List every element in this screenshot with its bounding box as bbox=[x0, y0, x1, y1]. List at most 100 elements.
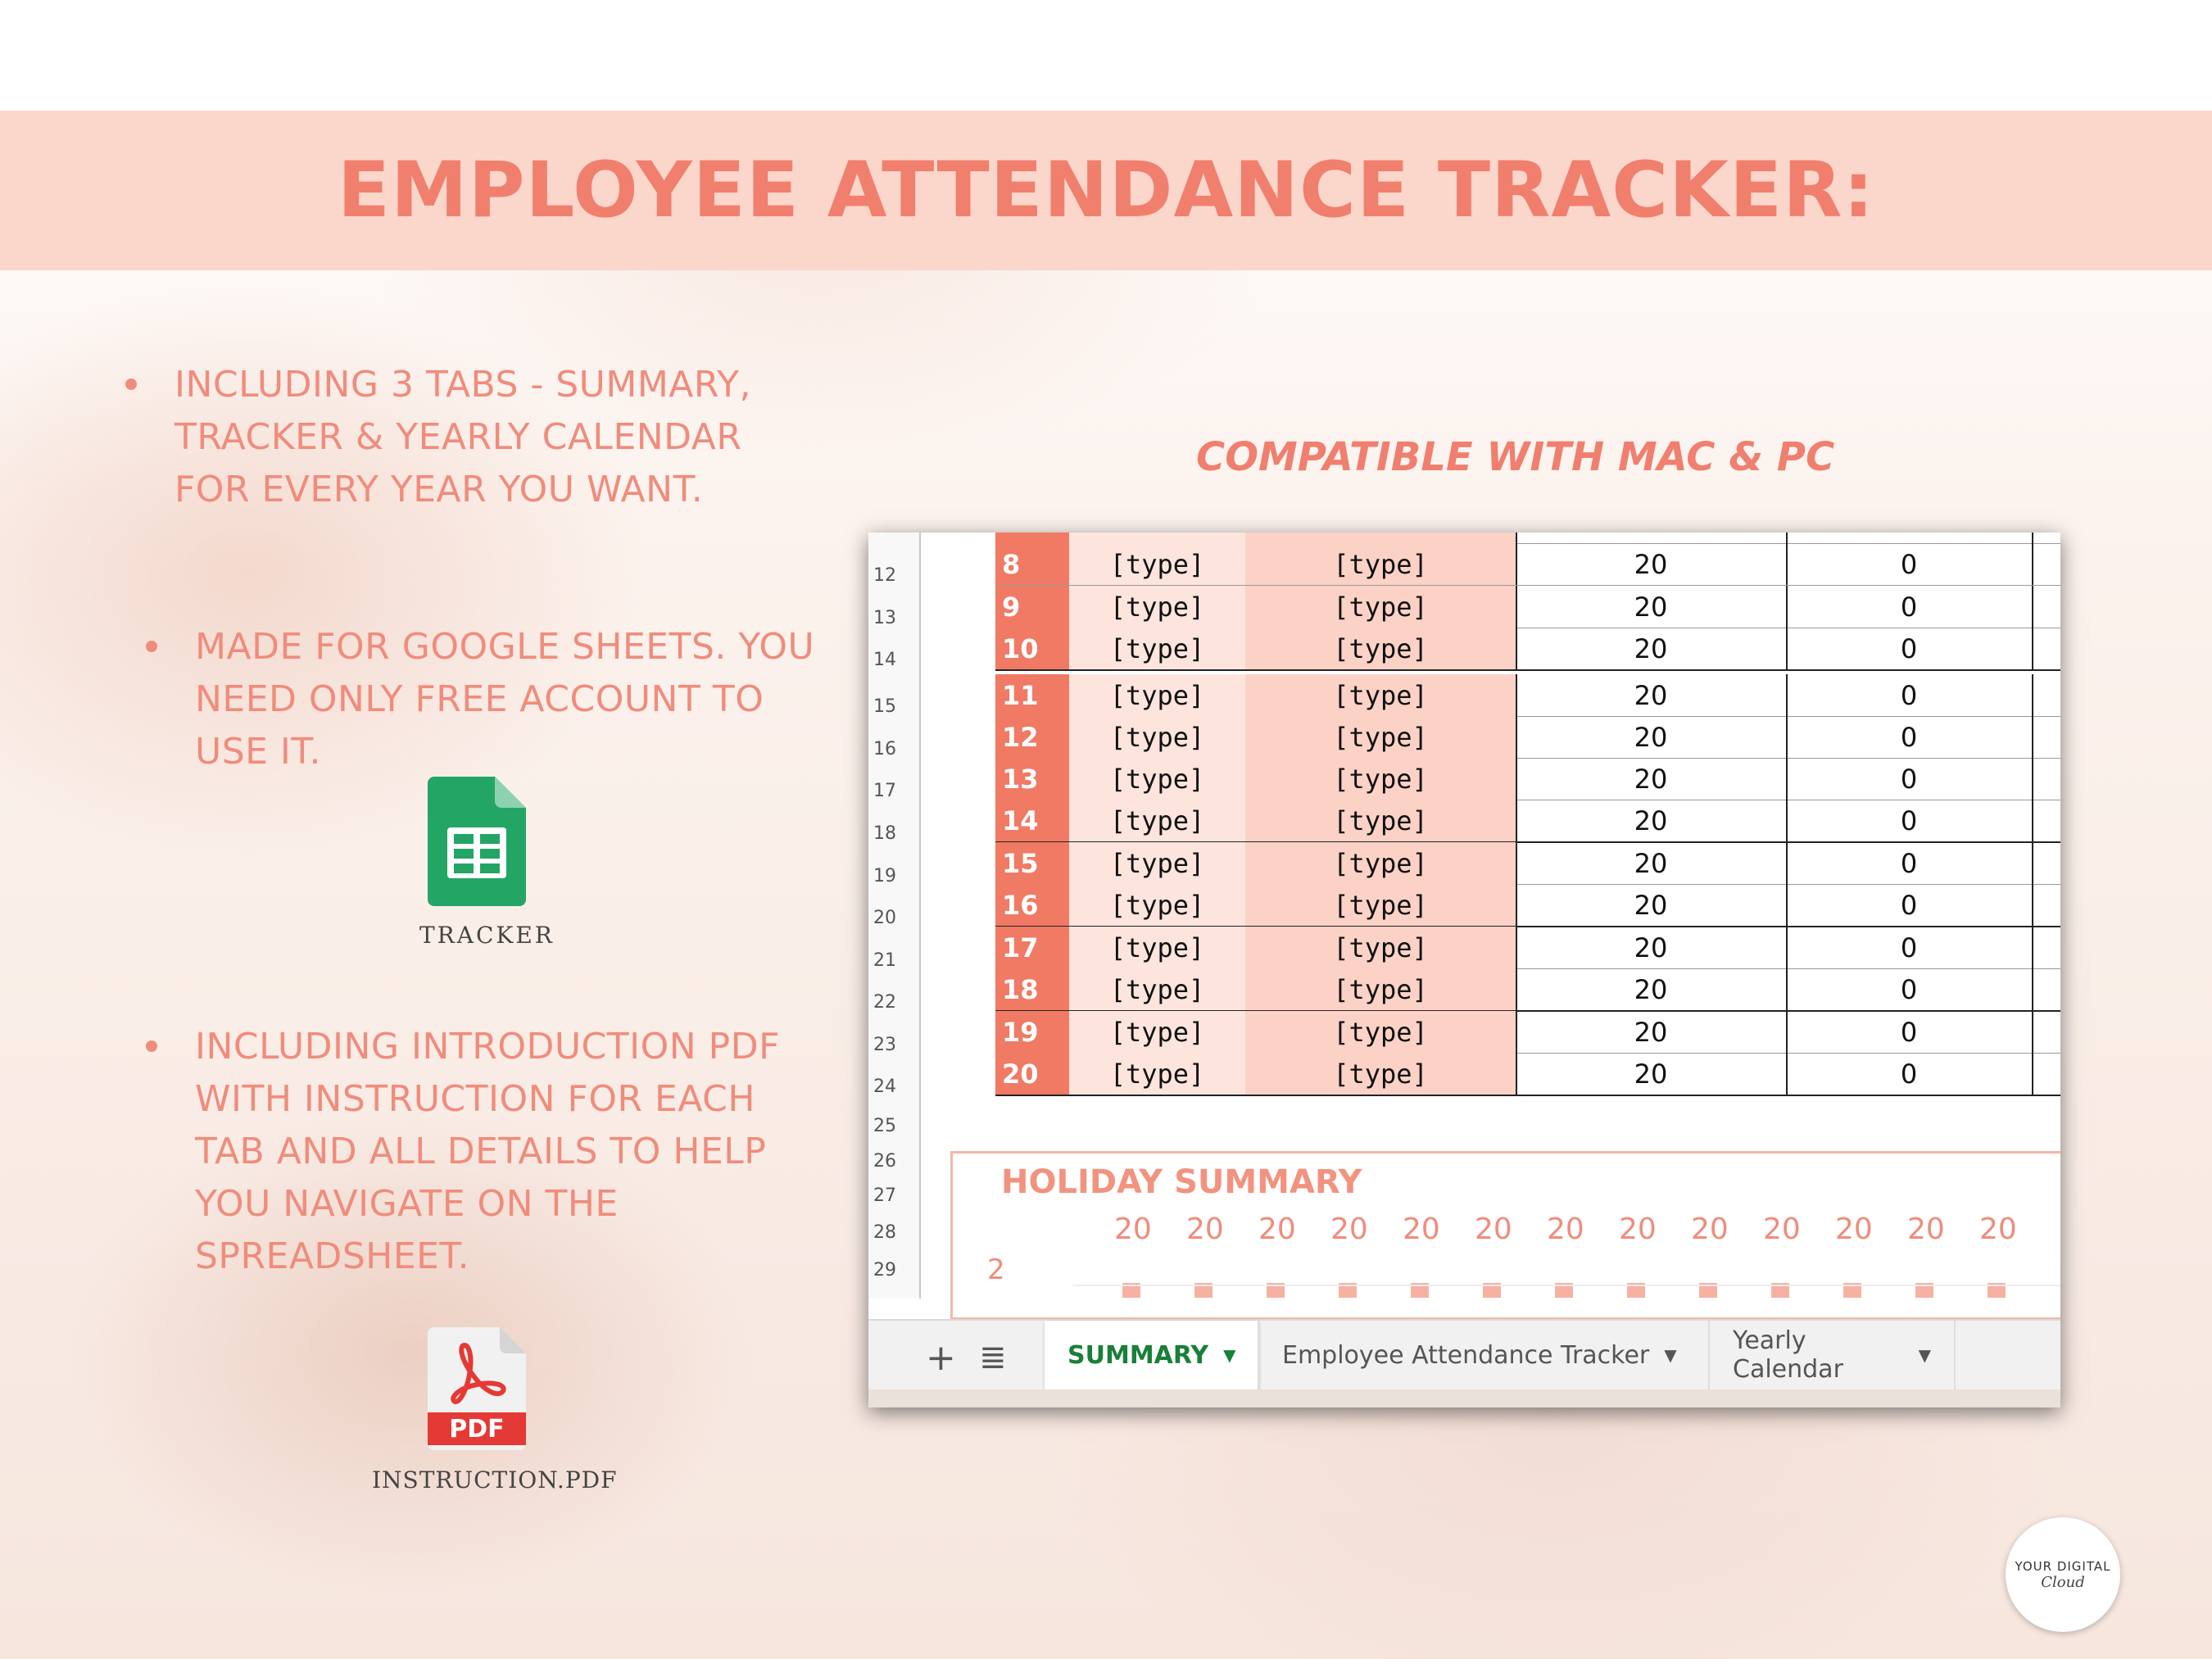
table-cell[interactable]: [type] bbox=[1245, 543, 1517, 585]
tracker-caption: TRACKER bbox=[419, 922, 555, 949]
table-cell[interactable]: 11 bbox=[995, 674, 1069, 716]
table-cell[interactable]: [type] bbox=[1069, 800, 1247, 841]
table-cell[interactable]: 20 bbox=[1516, 884, 1788, 926]
table-cell[interactable]: 0 bbox=[1786, 758, 2033, 800]
table-cell[interactable]: 20 bbox=[1516, 758, 1788, 800]
row-number[interactable]: 12 bbox=[873, 565, 896, 586]
instruction-caption: INSTRUCTION.PDF bbox=[372, 1466, 618, 1494]
row-number[interactable]: 28 bbox=[873, 1222, 896, 1243]
table-cell[interactable]: 20 bbox=[1516, 842, 1788, 884]
table-cell[interactable]: [type] bbox=[1069, 628, 1247, 669]
caret-down-icon[interactable]: ▼ bbox=[1918, 1345, 1931, 1365]
table-cell[interactable]: 20 bbox=[1516, 968, 1788, 1010]
table-cell[interactable]: 0 bbox=[1786, 586, 2033, 628]
table-cell[interactable]: [type] bbox=[1069, 968, 1247, 1010]
table-cell[interactable]: 0 bbox=[1786, 800, 2033, 841]
row-number[interactable]: 22 bbox=[873, 992, 896, 1013]
table-cell[interactable]: 20 bbox=[1516, 1011, 1788, 1053]
all-sheets-menu-button[interactable]: ≣ bbox=[979, 1339, 1007, 1376]
table-cell[interactable]: [type] bbox=[1245, 884, 1517, 926]
row-number[interactable]: 23 bbox=[873, 1035, 896, 1055]
table-cell[interactable]: 0 bbox=[1786, 1053, 2033, 1095]
table-cell[interactable]: [type] bbox=[1069, 927, 1247, 968]
row-number[interactable]: 21 bbox=[873, 950, 896, 971]
holiday-bar bbox=[1915, 1283, 1933, 1298]
table-cell[interactable]: 0 bbox=[1786, 884, 2033, 926]
table-cell[interactable]: [type] bbox=[1245, 674, 1517, 716]
holiday-bar bbox=[1267, 1283, 1285, 1298]
table-cell[interactable]: 15 bbox=[995, 842, 1069, 884]
row-number[interactable]: 14 bbox=[873, 650, 896, 670]
table-cell[interactable]: 20 bbox=[1516, 800, 1788, 841]
table-cell[interactable]: 0 bbox=[1786, 842, 2033, 884]
table-row: 14 [type] [type] 20 0 bbox=[995, 800, 2060, 843]
table-cell[interactable]: 18 bbox=[995, 968, 1069, 1010]
row-number[interactable]: 15 bbox=[873, 696, 896, 717]
row-number[interactable]: 25 bbox=[873, 1116, 896, 1136]
table-cell[interactable]: 13 bbox=[995, 758, 1069, 800]
pdf-label: PDF bbox=[449, 1415, 504, 1444]
row-number[interactable]: 26 bbox=[873, 1151, 896, 1172]
table-cell[interactable]: [type] bbox=[1069, 674, 1247, 716]
table-cell[interactable]: 0 bbox=[1786, 1011, 2033, 1053]
table-cell[interactable]: 9 bbox=[995, 586, 1069, 628]
google-sheets-icon bbox=[428, 777, 526, 906]
table-cell[interactable]: 20 bbox=[1516, 927, 1788, 968]
table-cell[interactable]: [type] bbox=[1245, 628, 1517, 669]
row-number[interactable]: 20 bbox=[873, 908, 896, 928]
table-cell[interactable]: [type] bbox=[1245, 1011, 1517, 1053]
table-cell[interactable]: 19 bbox=[995, 1011, 1069, 1053]
table-cell[interactable]: 17 bbox=[995, 927, 1069, 968]
table-cell[interactable]: [type] bbox=[1069, 543, 1247, 585]
tab-yearly-calendar[interactable]: Yearly Calendar ▼ bbox=[1710, 1321, 1956, 1389]
table-cell[interactable]: 20 bbox=[1516, 1053, 1788, 1095]
table-cell[interactable]: 20 bbox=[995, 1053, 1069, 1095]
table-cell[interactable]: 8 bbox=[995, 543, 1069, 585]
table-cell[interactable]: [type] bbox=[1245, 968, 1517, 1010]
table-cell[interactable]: [type] bbox=[1069, 1011, 1247, 1053]
row-number[interactable]: 24 bbox=[873, 1077, 896, 1097]
table-cell[interactable]: [type] bbox=[1069, 716, 1247, 758]
table-cell[interactable]: [type] bbox=[1245, 716, 1517, 758]
table-cell[interactable]: [type] bbox=[1245, 758, 1517, 800]
row-number[interactable]: 19 bbox=[873, 866, 896, 886]
table-cell[interactable]: 10 bbox=[995, 628, 1069, 669]
tab-employee-attendance-tracker[interactable]: Employee Attendance Tracker ▼ bbox=[1259, 1321, 1710, 1389]
table-cell[interactable]: [type] bbox=[1245, 1053, 1517, 1095]
row-number[interactable]: 27 bbox=[873, 1185, 896, 1206]
holiday-bar bbox=[1411, 1283, 1429, 1298]
table-cell[interactable]: [type] bbox=[1069, 758, 1247, 800]
table-cell[interactable]: 0 bbox=[1786, 543, 2033, 585]
table-cell[interactable]: 0 bbox=[1786, 674, 2033, 716]
table-cell[interactable]: 0 bbox=[1786, 628, 2033, 669]
table-cell[interactable]: 20 bbox=[1516, 628, 1788, 669]
table-cell[interactable]: [type] bbox=[1069, 842, 1247, 884]
table-cell[interactable]: 20 bbox=[1516, 716, 1788, 758]
row-number[interactable]: 13 bbox=[873, 608, 896, 628]
table-cell[interactable]: [type] bbox=[1069, 586, 1247, 628]
table-cell[interactable]: [type] bbox=[1245, 586, 1517, 628]
table-cell[interactable]: [type] bbox=[1245, 842, 1517, 884]
table-cell[interactable]: 0 bbox=[1786, 927, 2033, 968]
caret-down-icon[interactable]: ▼ bbox=[1664, 1345, 1677, 1365]
tab-summary[interactable]: SUMMARY ▼ bbox=[1045, 1321, 1259, 1389]
table-cell[interactable]: 0 bbox=[1786, 968, 2033, 1010]
table-cell[interactable]: 20 bbox=[1516, 586, 1788, 628]
table-cell[interactable]: 14 bbox=[995, 800, 1069, 841]
table-cell[interactable]: [type] bbox=[1245, 800, 1517, 841]
table-cell[interactable]: [type] bbox=[1245, 927, 1517, 968]
table-cell[interactable]: 20 bbox=[1516, 674, 1788, 716]
add-sheet-button[interactable]: + bbox=[926, 1337, 956, 1379]
table-cell[interactable]: 0 bbox=[1786, 716, 2033, 758]
row-number[interactable]: 16 bbox=[873, 739, 896, 759]
row-number[interactable]: 18 bbox=[873, 823, 896, 844]
bullet-pdf: INCLUDING INTRODUCTION PDF WITH INSTRUCT… bbox=[146, 1021, 780, 1283]
caret-down-icon[interactable]: ▼ bbox=[1223, 1345, 1236, 1365]
row-number[interactable]: 29 bbox=[873, 1260, 896, 1281]
row-number[interactable]: 17 bbox=[873, 781, 896, 801]
table-cell[interactable]: [type] bbox=[1069, 1053, 1247, 1095]
table-cell[interactable]: 16 bbox=[995, 884, 1069, 926]
table-cell[interactable]: [type] bbox=[1069, 884, 1247, 926]
table-cell[interactable]: 20 bbox=[1516, 543, 1788, 585]
table-cell[interactable]: 12 bbox=[995, 716, 1069, 758]
